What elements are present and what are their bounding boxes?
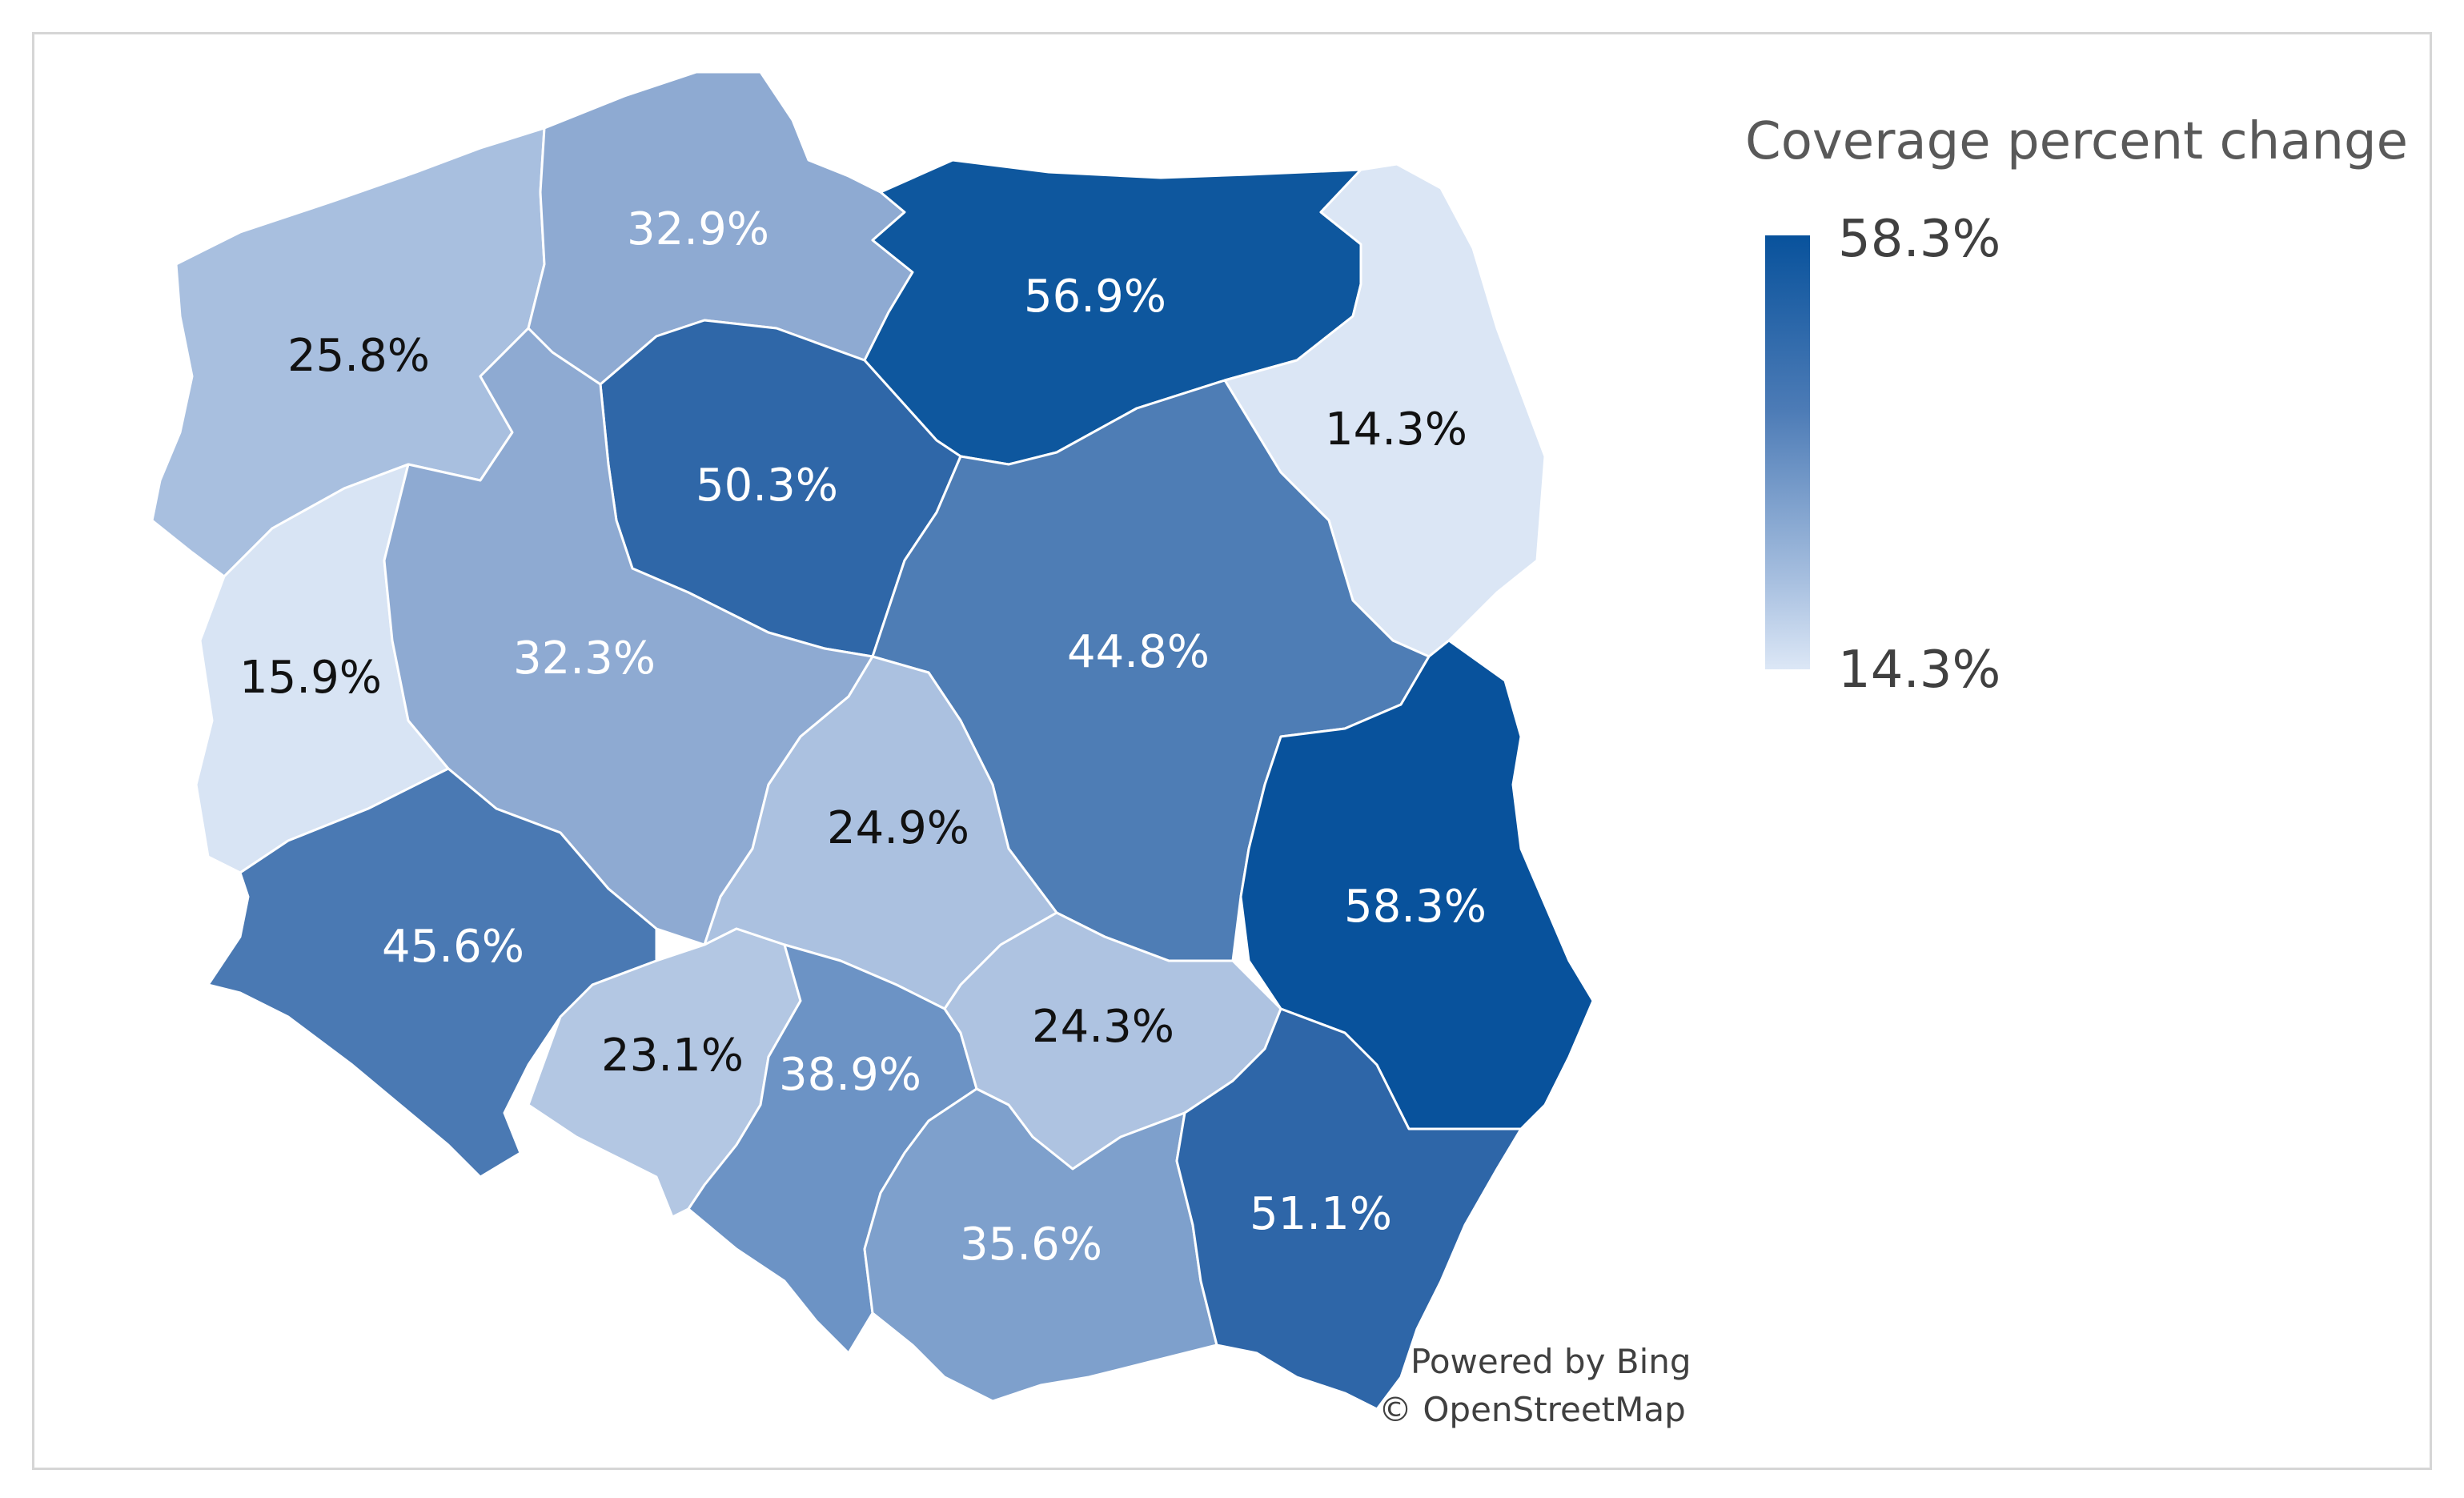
region-dolnoslaskie[interactable] bbox=[207, 767, 658, 1179]
legend-max-label: 58.3% bbox=[1838, 210, 2001, 269]
attribution-openstreetmap: © OpenStreetMap bbox=[1378, 1390, 1686, 1429]
region-label-slaskie: 38.9% bbox=[779, 1049, 921, 1101]
attribution-bing: Powered by Bing bbox=[1411, 1342, 1691, 1381]
region-label-podkarpackie: 51.1% bbox=[1250, 1188, 1392, 1240]
legend-color-scale bbox=[1765, 235, 1810, 669]
region-label-kujawsko-pomorskie: 50.3% bbox=[696, 460, 838, 512]
region-label-lubuskie: 15.9% bbox=[239, 652, 382, 704]
region-label-malopolskie: 35.6% bbox=[960, 1219, 1102, 1271]
region-label-swietokrzyskie: 24.3% bbox=[1032, 1001, 1174, 1053]
region-label-warminsko-mazurskie: 56.9% bbox=[1024, 271, 1166, 323]
region-label-pomorskie: 32.9% bbox=[627, 203, 769, 255]
legend-min-label: 14.3% bbox=[1838, 641, 2001, 700]
region-label-mazowieckie: 44.8% bbox=[1067, 626, 1210, 678]
region-podkarpackie[interactable] bbox=[1175, 1007, 1523, 1411]
region-label-opolskie: 23.1% bbox=[601, 1030, 744, 1082]
region-label-zachodniopomorskie: 25.8% bbox=[287, 330, 430, 382]
region-label-podlaskie: 14.3% bbox=[1325, 404, 1467, 456]
region-label-lodzkie: 24.9% bbox=[827, 802, 969, 854]
region-label-dolnoslaskie: 45.6% bbox=[382, 921, 524, 973]
legend-title: Coverage percent change bbox=[1745, 112, 2408, 171]
region-label-wielkopolskie: 32.3% bbox=[513, 633, 656, 685]
region-label-lubelskie: 58.3% bbox=[1344, 881, 1487, 933]
